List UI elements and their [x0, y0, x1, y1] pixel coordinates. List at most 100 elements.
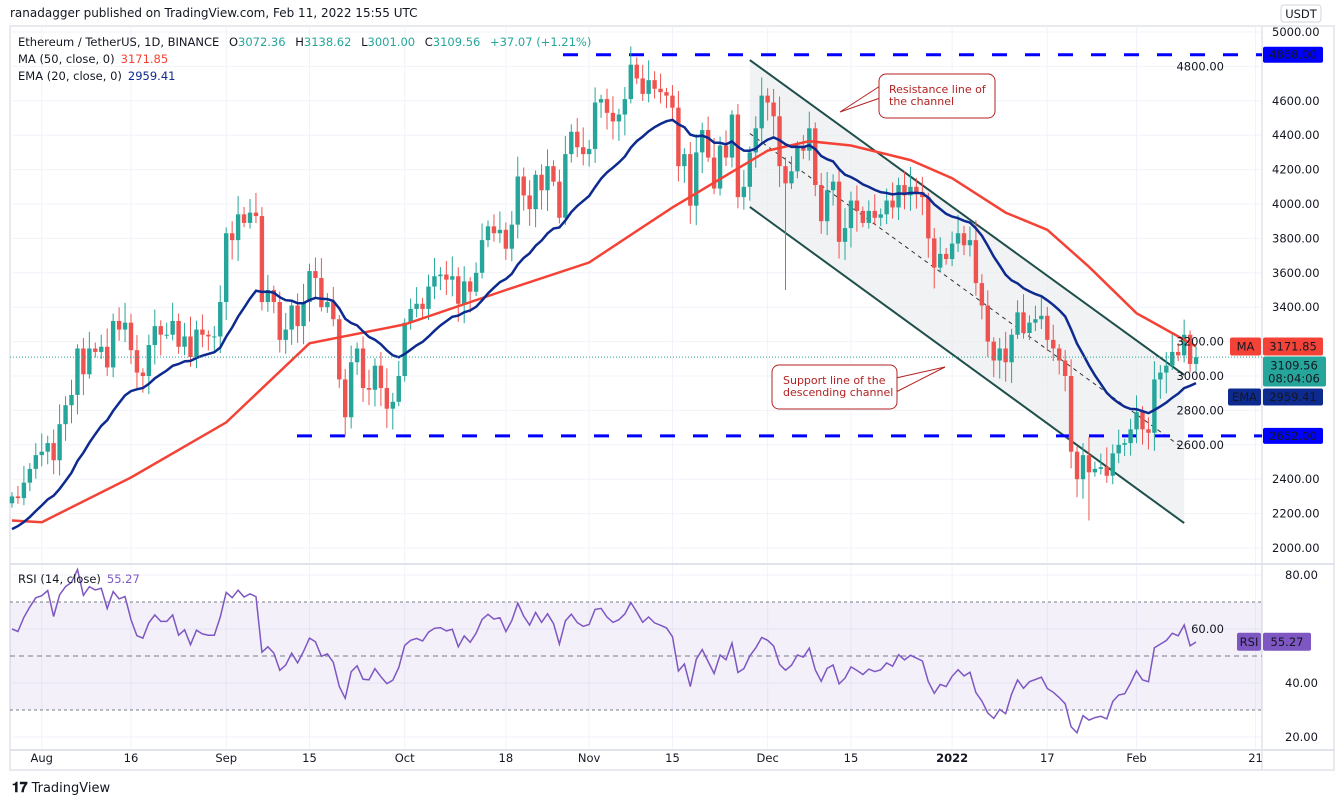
candle	[634, 57, 639, 85]
candle-body	[819, 185, 824, 222]
candle	[420, 297, 425, 319]
candle	[949, 231, 955, 267]
price-tick-label: 3400.00	[1272, 300, 1320, 314]
time-tick-label: Oct	[395, 751, 415, 765]
candle-body	[15, 496, 21, 499]
candle	[170, 302, 175, 341]
price-tick-label: 3800.00	[1272, 231, 1320, 245]
rsi-line	[11, 567, 1197, 735]
resistance-callout-text-2: the channel	[889, 95, 954, 108]
candle-body	[497, 229, 503, 234]
candle-body	[961, 233, 967, 246]
candle-body	[598, 99, 604, 103]
candle	[271, 285, 276, 314]
candle-body	[1146, 429, 1151, 433]
rsi-legend[interactable]: RSI (14, close) 55.27	[18, 572, 140, 586]
candle-body	[1158, 372, 1163, 380]
candle-body	[1021, 312, 1026, 333]
candle	[985, 290, 990, 357]
candle-body	[622, 99, 628, 115]
candle-body	[325, 302, 330, 308]
price-tick-label: 3600.00	[1272, 266, 1320, 280]
time-tick-label: Dec	[757, 751, 779, 765]
candle	[735, 104, 741, 209]
candle	[926, 192, 931, 258]
candle-body	[1098, 467, 1104, 469]
candle-body	[105, 346, 110, 368]
candle-body	[9, 496, 15, 504]
candle	[497, 211, 503, 244]
candle-body	[420, 303, 425, 309]
candle-body	[45, 443, 50, 452]
candle-body	[1068, 376, 1074, 452]
candle-body	[682, 154, 687, 167]
price-tick-label: 2200.00	[1272, 507, 1320, 521]
candle	[521, 167, 526, 211]
candle-body	[842, 228, 848, 242]
candle	[860, 206, 866, 228]
candle-body	[170, 320, 175, 335]
candle	[164, 322, 169, 340]
candle	[289, 299, 294, 345]
candle-body	[955, 233, 961, 244]
candle-body	[997, 348, 1002, 361]
candle-body	[27, 468, 33, 483]
candle	[783, 157, 788, 290]
rsi-tag-label	[1237, 632, 1261, 651]
candle	[331, 286, 336, 327]
candle-body	[295, 305, 300, 327]
candle	[87, 331, 92, 379]
candle-body	[479, 240, 485, 273]
candle-body	[938, 253, 943, 268]
candle	[896, 177, 901, 220]
time-tick-label: 18	[499, 751, 514, 765]
candle	[711, 137, 717, 195]
candle	[1146, 417, 1151, 450]
ma-legend[interactable]: MA (50, close, 0) 3171.85	[18, 52, 169, 66]
candle	[224, 227, 229, 321]
rsi-tag-value	[1263, 632, 1311, 651]
candle	[218, 285, 223, 354]
candle-body	[830, 181, 836, 191]
candle-body	[616, 114, 622, 122]
candle-body	[69, 394, 74, 406]
candle-body	[592, 102, 598, 149]
rsi-tag-label-text: RSI	[1240, 635, 1259, 649]
candle-body	[890, 200, 895, 208]
candle-body	[640, 78, 645, 94]
price-tick-label: 3000.00	[1176, 369, 1224, 383]
candle	[69, 379, 74, 424]
candle	[1098, 453, 1104, 475]
price-tick-label: 5000.00	[1272, 25, 1320, 39]
candle-body	[735, 114, 741, 198]
candle-body	[1062, 360, 1068, 376]
candle-body	[557, 181, 562, 218]
rsi-legend-value: 55.27	[106, 572, 140, 586]
tradingview-logo[interactable]: 𝟏𝟕 TradingView	[12, 780, 111, 796]
time-tick-label: Aug	[31, 751, 53, 765]
candle-body	[902, 185, 907, 196]
candle-body	[949, 243, 955, 260]
horizontal-levels	[297, 53, 1262, 438]
candle-body	[848, 200, 854, 229]
ma-tag-value	[1263, 337, 1323, 356]
candle	[378, 352, 384, 407]
candle	[955, 215, 961, 252]
channel-resistance-line	[749, 59, 1185, 376]
candle-body	[33, 455, 38, 469]
candle-body	[765, 95, 770, 103]
candle-body	[795, 145, 800, 172]
candle	[533, 170, 538, 228]
candle	[479, 223, 485, 279]
candle	[259, 207, 265, 311]
candle	[616, 108, 622, 141]
candle-body	[140, 372, 146, 376]
candle	[830, 174, 836, 206]
candle	[93, 342, 98, 358]
candle-body	[813, 128, 818, 186]
candle	[337, 314, 342, 388]
candle-body	[212, 336, 217, 338]
candle-body	[753, 128, 758, 153]
ema-legend[interactable]: EMA (20, close, 0) 2959.41	[18, 69, 176, 83]
